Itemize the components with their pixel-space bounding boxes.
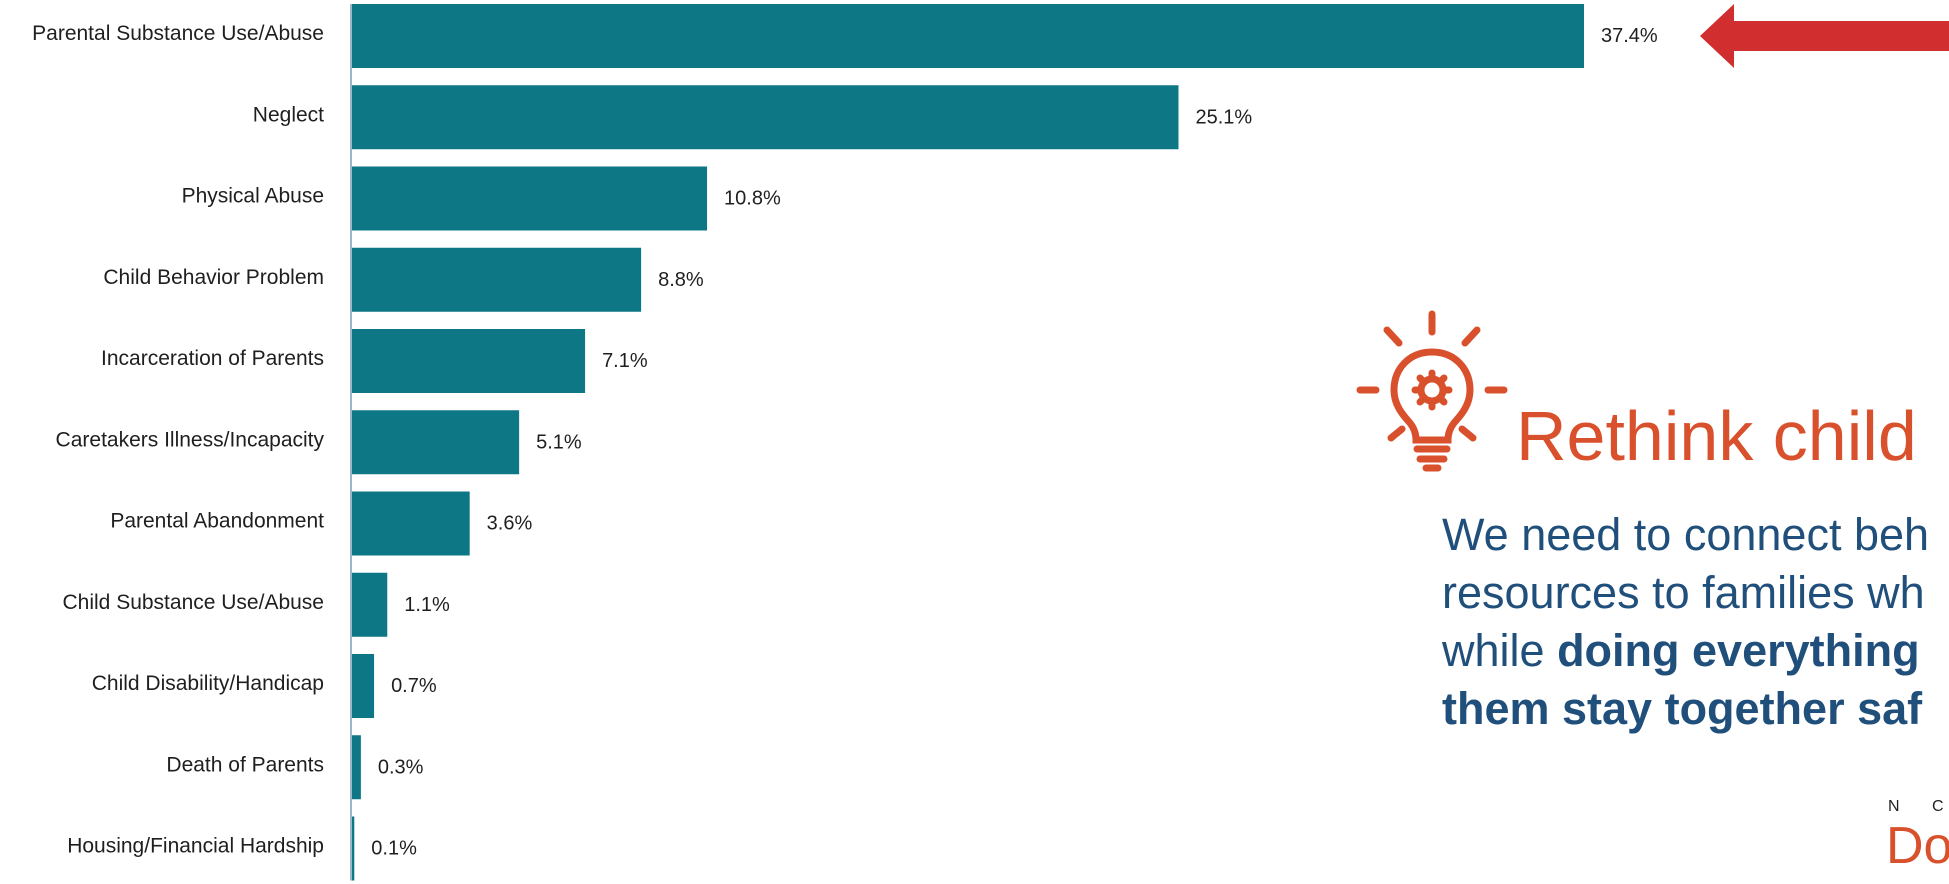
callout-arrow (1700, 4, 1949, 68)
value-label: 5.1% (536, 431, 582, 453)
category-label: Child Behavior Problem (103, 266, 324, 289)
value-label: 3.6% (487, 513, 533, 535)
bar (351, 816, 355, 881)
bar (351, 572, 388, 637)
category-label: Child Disability/Handicap (92, 672, 324, 695)
callout-line-3-strong: doing everything (1557, 625, 1920, 676)
category-label: Death of Parents (166, 753, 324, 776)
value-label: 0.3% (378, 756, 424, 778)
brand-small-text: N C (1888, 798, 1944, 815)
value-label: 7.1% (602, 350, 648, 372)
category-label: Physical Abuse (182, 185, 324, 208)
callout-line-3: while doing everything (1442, 622, 1949, 680)
callout-body: We need to connect beh resources to fami… (1442, 506, 1949, 738)
category-label: Parental Substance Use/Abuse (32, 22, 324, 45)
category-label: Caretakers Illness/Incapacity (56, 428, 325, 451)
callout: Rethink child We need to connect beh res… (1352, 310, 1949, 750)
bar (351, 4, 1584, 68)
lightbulb-gear-icon (1356, 310, 1508, 472)
bar (351, 329, 586, 393)
category-labels: Parental Substance Use/Abuse Neglect Physi… (32, 22, 324, 858)
callout-line-3-regular: while (1442, 625, 1558, 676)
value-label: 8.8% (658, 269, 704, 291)
category-label: Housing/Financial Hardship (67, 835, 324, 858)
category-label: Parental Abandonment (110, 510, 324, 533)
brand-large-text: Do (1886, 817, 1949, 875)
callout-line-2: resources to families wh (1442, 567, 1925, 618)
bar (351, 166, 708, 231)
bar (351, 735, 361, 800)
value-label: 25.1% (1195, 106, 1252, 128)
bar (351, 410, 520, 475)
callout-title: Rethink child (1516, 397, 1917, 475)
value-labels: 37.4% 25.1% 10.8% 8.8% 7.1% 5.1% 3.6% 1.1% 0.7% 0… (371, 25, 1658, 860)
value-label: 1.1% (404, 594, 450, 616)
value-label: 37.4% (1601, 25, 1658, 47)
callout-line-1: We need to connect beh (1442, 509, 1930, 560)
value-label: 10.8% (724, 188, 781, 210)
bar (351, 654, 375, 718)
bar (351, 247, 642, 312)
value-label: 0.7% (391, 675, 437, 697)
category-label: Neglect (253, 103, 324, 126)
category-label: Child Substance Use/Abuse (63, 591, 325, 614)
callout-line-4-strong: them stay together saf (1442, 683, 1923, 734)
category-label: Incarceration of Parents (101, 347, 324, 370)
value-label: 0.1% (371, 838, 417, 860)
bar (351, 85, 1179, 150)
bars (351, 4, 1584, 881)
bar (351, 491, 470, 556)
